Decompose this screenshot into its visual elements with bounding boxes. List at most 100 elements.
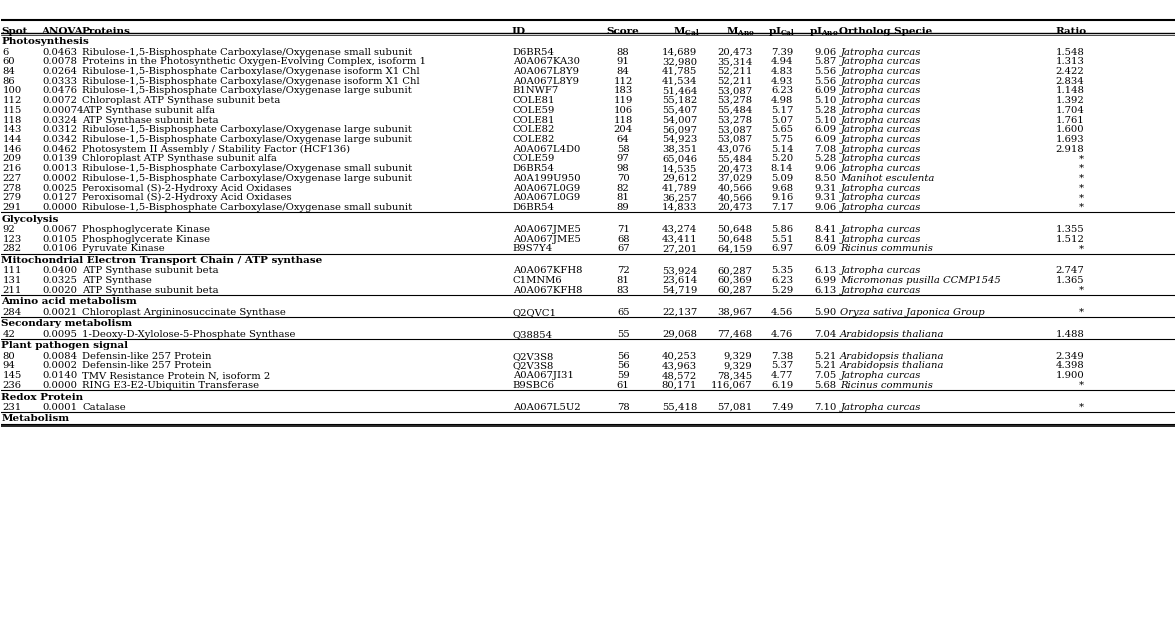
Text: 4.77: 4.77 — [771, 371, 794, 380]
Text: ID: ID — [512, 27, 526, 36]
Text: 5.20: 5.20 — [771, 154, 794, 163]
Text: 9.06: 9.06 — [815, 47, 836, 57]
Text: 38,967: 38,967 — [717, 308, 753, 317]
Text: 5.37: 5.37 — [771, 362, 794, 370]
Text: Peroxisomal (S)-2-Hydroxy Acid Oxidases: Peroxisomal (S)-2-Hydroxy Acid Oxidases — [82, 183, 292, 193]
Text: 4.94: 4.94 — [770, 57, 794, 66]
Text: 7.04: 7.04 — [814, 329, 836, 339]
Text: 111: 111 — [2, 266, 22, 275]
Text: ATP Synthase: ATP Synthase — [82, 276, 152, 285]
Text: Jatropha curcas: Jatropha curcas — [840, 106, 921, 115]
Text: 53,087: 53,087 — [717, 135, 753, 144]
Text: Arabidopsis thaliana: Arabidopsis thaliana — [840, 329, 944, 339]
Text: Jatropha curcas: Jatropha curcas — [840, 154, 921, 163]
Text: COLE59: COLE59 — [513, 106, 555, 115]
Text: Ricinus communis: Ricinus communis — [840, 244, 933, 253]
Text: 2.918: 2.918 — [1056, 145, 1084, 154]
Text: 56: 56 — [617, 362, 629, 370]
Text: Jatropha curcas: Jatropha curcas — [840, 266, 921, 275]
Text: 1.512: 1.512 — [1055, 235, 1084, 244]
Text: Pyruvate Kinase: Pyruvate Kinase — [82, 244, 165, 253]
Text: 5.14: 5.14 — [770, 145, 794, 154]
Text: 4.98: 4.98 — [771, 96, 794, 105]
Text: 8.50: 8.50 — [815, 174, 836, 183]
Text: 6.19: 6.19 — [771, 381, 794, 390]
Text: ANOVA: ANOVA — [41, 27, 82, 36]
Text: 6.09: 6.09 — [815, 125, 836, 134]
Text: 20,473: 20,473 — [717, 203, 753, 212]
Text: 1.548: 1.548 — [1055, 47, 1084, 57]
Text: 81: 81 — [616, 193, 629, 202]
Text: 5.21: 5.21 — [814, 362, 836, 370]
Text: TMV Resistance Protein N, isoform 2: TMV Resistance Protein N, isoform 2 — [82, 371, 270, 380]
Text: A0A067L4D0: A0A067L4D0 — [513, 145, 580, 154]
Text: 9.16: 9.16 — [771, 193, 794, 202]
Text: 41,785: 41,785 — [662, 67, 697, 76]
Text: 144: 144 — [2, 135, 22, 144]
Text: Peroxisomal (S)-2-Hydroxy Acid Oxidases: Peroxisomal (S)-2-Hydroxy Acid Oxidases — [82, 193, 292, 202]
Text: 146: 146 — [2, 145, 22, 154]
Text: 88: 88 — [617, 47, 629, 57]
Text: 55,407: 55,407 — [662, 106, 697, 115]
Text: 6.99: 6.99 — [815, 276, 836, 285]
Text: 0.0095: 0.0095 — [42, 329, 78, 339]
Text: 143: 143 — [2, 125, 22, 134]
Text: 1.365: 1.365 — [1056, 276, 1084, 285]
Text: 84: 84 — [2, 67, 15, 76]
Text: Glycolysis: Glycolysis — [1, 215, 59, 224]
Text: 6.09: 6.09 — [815, 86, 836, 95]
Text: 43,076: 43,076 — [717, 145, 753, 154]
Text: *: * — [1080, 286, 1084, 295]
Text: 0.0072: 0.0072 — [42, 96, 78, 105]
Text: 22,137: 22,137 — [662, 308, 697, 317]
Text: 50,648: 50,648 — [717, 235, 753, 244]
Text: Ribulose-1,5-Bisphosphate Carboxylase/Oxygenase small subunit: Ribulose-1,5-Bisphosphate Carboxylase/Ox… — [82, 47, 413, 57]
Text: *: * — [1080, 154, 1084, 163]
Text: *: * — [1080, 203, 1084, 212]
Text: 1.488: 1.488 — [1055, 329, 1084, 339]
Text: 83: 83 — [617, 286, 629, 295]
Text: 7.39: 7.39 — [771, 47, 794, 57]
Text: 60,287: 60,287 — [717, 286, 753, 295]
Text: 6.23: 6.23 — [771, 86, 794, 95]
Text: 43,411: 43,411 — [661, 235, 697, 244]
Text: 65: 65 — [617, 308, 629, 317]
Text: 119: 119 — [614, 96, 633, 105]
Text: Jatropha curcas: Jatropha curcas — [840, 67, 921, 76]
Text: 7.05: 7.05 — [815, 371, 836, 380]
Text: 89: 89 — [617, 203, 629, 212]
Text: 59: 59 — [617, 371, 629, 380]
Text: 115: 115 — [2, 106, 22, 115]
Text: 80: 80 — [2, 352, 15, 361]
Text: 60,287: 60,287 — [717, 266, 753, 275]
Text: 282: 282 — [2, 244, 21, 253]
Text: 36,257: 36,257 — [662, 193, 697, 202]
Text: 53,924: 53,924 — [662, 266, 697, 275]
Text: 5.10: 5.10 — [814, 115, 836, 125]
Text: 1.693: 1.693 — [1056, 135, 1084, 144]
Text: Jatropha curcas: Jatropha curcas — [840, 193, 921, 202]
Text: 131: 131 — [2, 276, 22, 285]
Text: 9.31: 9.31 — [814, 193, 836, 202]
Text: 0.0002: 0.0002 — [42, 362, 78, 370]
Text: 70: 70 — [617, 174, 629, 183]
Text: A0A067L0G9: A0A067L0G9 — [513, 183, 580, 193]
Text: Score: Score — [607, 27, 640, 36]
Text: Ribulose-1,5-Bisphosphate Carboxylase/Oxygenase small subunit: Ribulose-1,5-Bisphosphate Carboxylase/Ox… — [82, 203, 413, 212]
Text: 0.0013: 0.0013 — [42, 164, 78, 173]
Text: *: * — [1080, 381, 1084, 390]
Text: 0.0000: 0.0000 — [42, 381, 78, 390]
Text: 0.0000: 0.0000 — [42, 203, 78, 212]
Text: 0.0139: 0.0139 — [42, 154, 78, 163]
Text: 92: 92 — [2, 225, 15, 234]
Text: 57,081: 57,081 — [717, 403, 753, 412]
Text: 0.0106: 0.0106 — [42, 244, 78, 253]
Text: *: * — [1080, 174, 1084, 183]
Text: 86: 86 — [2, 77, 15, 86]
Text: ATP Synthase subunit beta: ATP Synthase subunit beta — [82, 115, 219, 125]
Text: 279: 279 — [2, 193, 21, 202]
Text: 97: 97 — [617, 154, 629, 163]
Text: 20,473: 20,473 — [717, 47, 753, 57]
Text: 5.51: 5.51 — [771, 235, 794, 244]
Text: 183: 183 — [614, 86, 633, 95]
